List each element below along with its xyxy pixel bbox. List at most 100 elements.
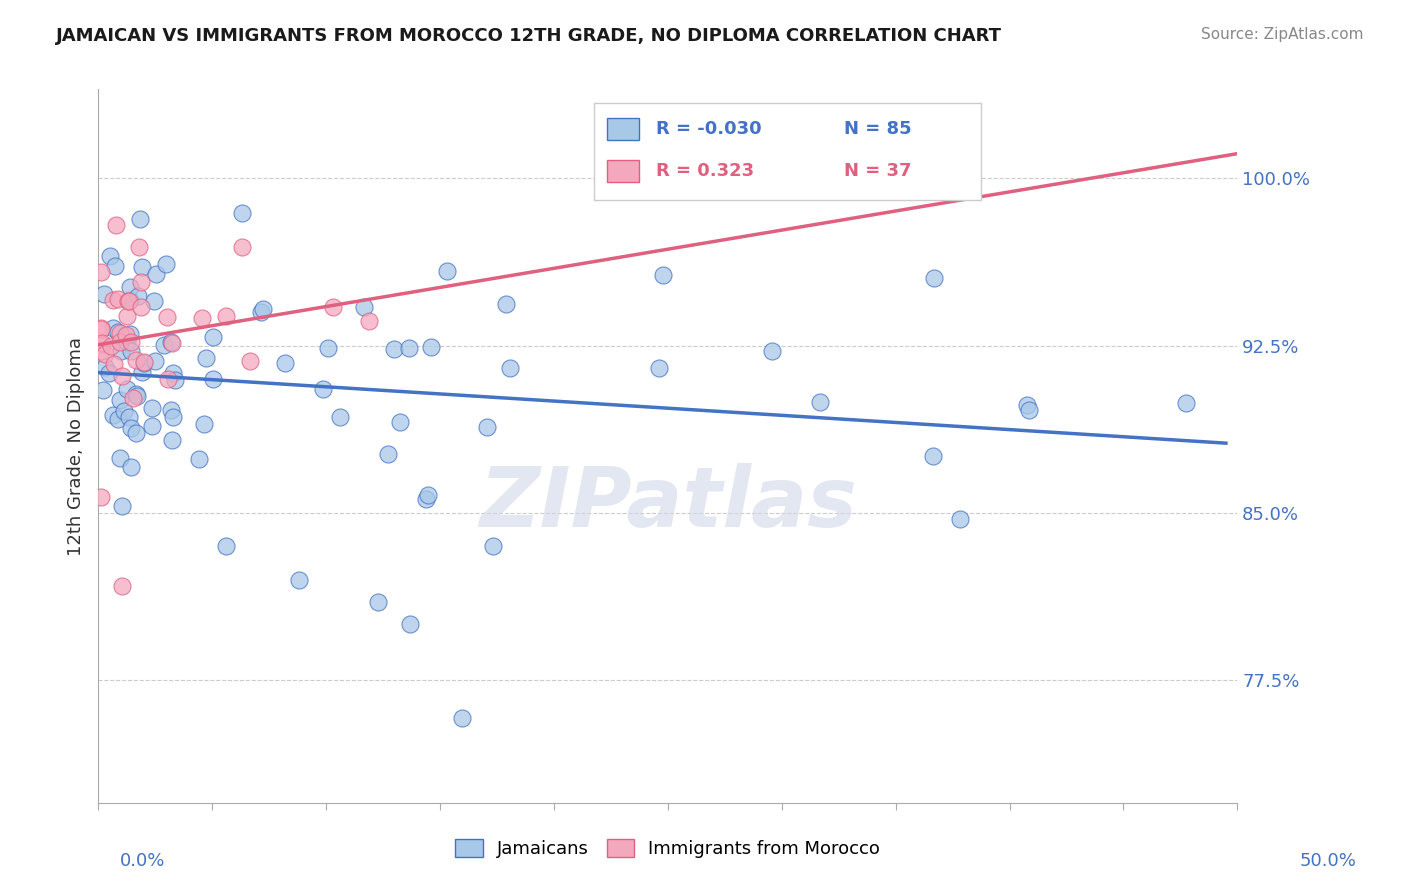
Y-axis label: 12th Grade, No Diploma: 12th Grade, No Diploma bbox=[66, 336, 84, 556]
Point bbox=[288, 573, 311, 587]
Text: JAMAICAN VS IMMIGRANTS FROM MOROCCO 12TH GRADE, NO DIPLOMA CORRELATION CHART: JAMAICAN VS IMMIGRANTS FROM MOROCCO 12TH… bbox=[56, 27, 1002, 45]
Point bbox=[101, 321, 124, 335]
Point bbox=[193, 417, 215, 432]
Point bbox=[132, 356, 155, 370]
Point bbox=[90, 490, 112, 504]
Point bbox=[312, 383, 335, 397]
Point bbox=[118, 293, 141, 307]
Point bbox=[107, 292, 129, 306]
Point bbox=[419, 340, 441, 354]
Point bbox=[141, 401, 163, 416]
Point bbox=[215, 310, 238, 324]
Point bbox=[156, 310, 179, 325]
Point bbox=[808, 395, 831, 409]
Text: 50.0%: 50.0% bbox=[1301, 852, 1357, 870]
Point bbox=[231, 240, 253, 254]
Text: N = 37: N = 37 bbox=[845, 162, 912, 180]
Point bbox=[495, 297, 517, 311]
Point bbox=[122, 391, 145, 405]
Point bbox=[163, 373, 186, 387]
Text: ZIPatlas: ZIPatlas bbox=[479, 463, 856, 543]
Point bbox=[475, 420, 498, 434]
Text: R = 0.323: R = 0.323 bbox=[657, 162, 755, 180]
Point bbox=[117, 309, 139, 323]
Point bbox=[107, 325, 129, 339]
Point bbox=[316, 341, 339, 355]
Legend: Jamaicans, Immigrants from Morocco: Jamaicans, Immigrants from Morocco bbox=[449, 831, 887, 865]
Point bbox=[120, 421, 142, 435]
Point bbox=[104, 219, 127, 233]
Point bbox=[145, 267, 167, 281]
Point bbox=[157, 371, 180, 385]
Point bbox=[94, 359, 117, 374]
Point bbox=[91, 384, 114, 398]
Point bbox=[91, 336, 114, 351]
Point bbox=[382, 342, 405, 356]
Point bbox=[100, 338, 122, 352]
Point bbox=[377, 447, 399, 461]
Point bbox=[127, 289, 149, 303]
Point bbox=[201, 330, 224, 344]
Bar bbox=[607, 161, 640, 183]
Point bbox=[415, 492, 437, 507]
Point bbox=[115, 335, 138, 350]
Point bbox=[498, 360, 520, 375]
Point bbox=[398, 617, 420, 632]
Point bbox=[111, 369, 134, 384]
Point bbox=[188, 452, 211, 467]
Point bbox=[159, 403, 181, 417]
Point bbox=[141, 419, 163, 434]
Text: N = 85: N = 85 bbox=[845, 120, 912, 138]
Text: Source: ZipAtlas.com: Source: ZipAtlas.com bbox=[1201, 27, 1364, 42]
Point bbox=[98, 249, 121, 263]
Point bbox=[231, 205, 253, 219]
Point bbox=[252, 301, 274, 316]
Point bbox=[1018, 402, 1040, 417]
Point bbox=[143, 353, 166, 368]
Point bbox=[101, 408, 124, 422]
Point bbox=[90, 337, 112, 351]
Point bbox=[482, 539, 505, 553]
Point bbox=[111, 499, 134, 513]
Point bbox=[120, 459, 142, 474]
Point bbox=[215, 539, 238, 553]
Point bbox=[250, 304, 273, 318]
Point bbox=[125, 426, 148, 441]
Point bbox=[117, 293, 139, 308]
Point bbox=[118, 409, 141, 424]
Point bbox=[143, 294, 166, 309]
Point bbox=[195, 351, 218, 366]
Point bbox=[93, 287, 115, 301]
Point bbox=[924, 271, 946, 285]
Point bbox=[367, 595, 389, 609]
Point bbox=[322, 300, 344, 314]
Point bbox=[353, 300, 375, 314]
Point bbox=[101, 293, 124, 307]
Point bbox=[647, 360, 669, 375]
Point bbox=[398, 342, 420, 356]
Point bbox=[108, 392, 131, 407]
Point bbox=[90, 264, 112, 278]
Point bbox=[949, 512, 972, 526]
Point bbox=[357, 314, 380, 328]
Point bbox=[239, 353, 262, 368]
Point bbox=[120, 279, 142, 293]
Point bbox=[160, 433, 183, 447]
Point bbox=[129, 275, 152, 289]
Point bbox=[162, 366, 184, 380]
Point bbox=[190, 311, 212, 326]
Point bbox=[98, 366, 121, 380]
Point bbox=[120, 344, 142, 359]
Point bbox=[416, 488, 439, 502]
Point bbox=[93, 347, 115, 361]
Point bbox=[155, 257, 177, 271]
Bar bbox=[607, 118, 640, 140]
Point bbox=[132, 355, 155, 369]
Point bbox=[104, 259, 127, 273]
Point bbox=[436, 264, 458, 278]
Point bbox=[128, 240, 150, 254]
Point bbox=[160, 334, 183, 349]
Point bbox=[131, 260, 153, 275]
Text: R = -0.030: R = -0.030 bbox=[657, 120, 762, 138]
Point bbox=[202, 372, 225, 386]
